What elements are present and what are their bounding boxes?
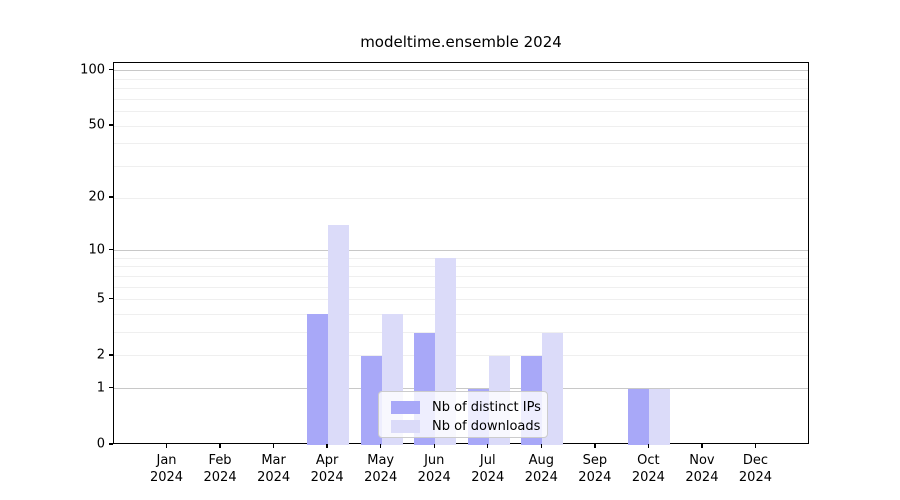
x-tick-label-mar-2024: Mar 2024 bbox=[257, 453, 291, 485]
bar-nb-of-distinct-ips-oct-2024 bbox=[628, 388, 650, 445]
bar-nb-of-downloads-apr-2024 bbox=[328, 225, 350, 445]
x-tick-label-jun-2024: Jun 2024 bbox=[417, 453, 451, 485]
gridline-5 bbox=[114, 299, 808, 301]
chart-title: modeltime.ensemble 2024 bbox=[360, 33, 562, 51]
gridline-70 bbox=[114, 98, 808, 100]
gridline-10 bbox=[114, 250, 808, 251]
y-tick-label-2: 2 bbox=[96, 347, 105, 363]
x-tick-mark-apr-2024 bbox=[326, 444, 328, 448]
x-tick-mark-may-2024 bbox=[379, 444, 382, 448]
gridline-7 bbox=[114, 275, 808, 277]
legend-label-distinct-ips: Nb of distinct IPs bbox=[432, 399, 541, 415]
y-tick-mark-5 bbox=[109, 297, 113, 300]
x-tick-label-oct-2024: Oct 2024 bbox=[631, 453, 665, 485]
gridline-4 bbox=[114, 313, 808, 315]
x-tick-mark-sep-2024 bbox=[594, 444, 596, 448]
y-tick-mark-50 bbox=[109, 124, 113, 126]
y-tick-label-100: 100 bbox=[80, 62, 105, 78]
bar-nb-of-downloads-oct-2024 bbox=[649, 388, 671, 445]
gridline-8 bbox=[114, 266, 808, 268]
gridline-30 bbox=[114, 165, 808, 167]
gridline-100 bbox=[114, 70, 808, 72]
legend-label-downloads: Nb of downloads bbox=[432, 418, 541, 434]
x-tick-mark-nov-2024 bbox=[701, 444, 703, 448]
gridline-50 bbox=[114, 125, 808, 127]
x-tick-label-may-2024: May 2024 bbox=[364, 453, 398, 485]
x-tick-label-feb-2024: Feb 2024 bbox=[203, 453, 237, 485]
x-tick-mark-aug-2024 bbox=[540, 444, 542, 448]
gridline-80 bbox=[114, 88, 808, 90]
gridline-3 bbox=[114, 332, 808, 334]
y-tick-mark-0 bbox=[109, 443, 113, 445]
x-tick-mark-mar-2024 bbox=[272, 444, 275, 448]
x-tick-mark-jul-2024 bbox=[487, 444, 489, 448]
gridline-2 bbox=[114, 355, 808, 357]
gridline-1 bbox=[114, 388, 808, 390]
y-tick-label-5: 5 bbox=[96, 291, 105, 307]
gridline-90 bbox=[114, 78, 808, 80]
y-tick-mark-20 bbox=[109, 196, 113, 198]
y-tick-mark-10 bbox=[109, 248, 113, 251]
gridline-40 bbox=[114, 143, 808, 145]
gridline-60 bbox=[114, 111, 808, 113]
plot-area: Nb of distinct IPs Nb of downloads bbox=[113, 62, 809, 445]
x-tick-mark-oct-2024 bbox=[647, 444, 650, 448]
x-tick-label-aug-2024: Aug 2024 bbox=[524, 453, 558, 485]
y-tick-mark-100 bbox=[109, 68, 113, 71]
legend-item-downloads: Nb of downloads bbox=[391, 417, 547, 435]
y-tick-label-0: 0 bbox=[96, 436, 105, 452]
bar-nb-of-distinct-ips-apr-2024 bbox=[307, 314, 329, 445]
legend-swatch-distinct-ips-icon bbox=[391, 400, 420, 414]
legend: Nb of distinct IPs Nb of downloads bbox=[378, 391, 548, 438]
bar-nb-of-distinct-ips-may-2024 bbox=[360, 355, 382, 445]
y-tick-mark-1 bbox=[109, 387, 113, 389]
x-tick-label-nov-2024: Nov 2024 bbox=[685, 453, 719, 485]
y-tick-label-10: 10 bbox=[88, 242, 105, 257]
x-tick-label-jan-2024: Jan 2024 bbox=[149, 453, 184, 485]
gridline-9 bbox=[114, 257, 808, 259]
x-tick-mark-jun-2024 bbox=[433, 444, 435, 448]
x-tick-label-apr-2024: Apr 2024 bbox=[310, 453, 344, 485]
x-tick-mark-dec-2024 bbox=[754, 444, 757, 448]
y-tick-label-20: 20 bbox=[88, 189, 105, 205]
y-tick-mark-2 bbox=[109, 354, 113, 356]
legend-item-distinct-ips: Nb of distinct IPs bbox=[391, 398, 547, 416]
x-tick-label-dec-2024: Dec 2024 bbox=[738, 453, 772, 485]
y-tick-label-50: 50 bbox=[88, 117, 105, 133]
gridline-6 bbox=[114, 286, 808, 288]
gridline-20 bbox=[114, 197, 808, 199]
legend-swatch-downloads-icon bbox=[391, 419, 420, 433]
x-tick-label-jul-2024: Jul 2024 bbox=[471, 453, 505, 485]
x-tick-mark-jan-2024 bbox=[165, 444, 168, 448]
y-tick-label-1: 1 bbox=[96, 380, 105, 396]
x-tick-label-sep-2024: Sep 2024 bbox=[578, 453, 612, 485]
x-tick-mark-feb-2024 bbox=[219, 444, 221, 448]
